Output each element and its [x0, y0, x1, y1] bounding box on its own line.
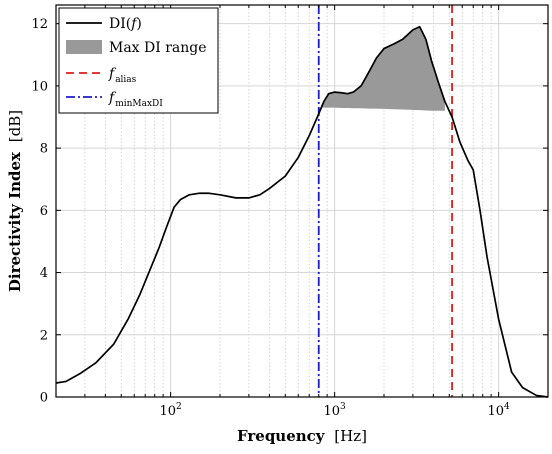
x-tick-label-exponent: 2: [176, 402, 182, 412]
legend-label: DI(f): [109, 16, 142, 32]
x-tick-label: 103: [323, 402, 346, 419]
x-axis-label-main: Frequency: [237, 427, 326, 445]
legend-label: fminMaxDI: [108, 90, 163, 109]
legend-label-main: DI(: [109, 16, 131, 32]
legend-label-symbol: f: [108, 66, 117, 82]
x-axis-label-unit: [Hz]: [334, 427, 367, 445]
x-tick-label: 104: [487, 402, 510, 419]
axis-labels: Frequency [Hz] Directivity Index [dB]: [6, 110, 367, 445]
legend-label-subscript: alias: [115, 75, 136, 85]
x-tick-label-base: 10: [487, 404, 504, 419]
y-tick-label: 12: [31, 17, 48, 32]
grid: [55, 5, 549, 398]
max-di-range-area-group: [318, 26, 445, 114]
x-tick-label-exponent: 4: [504, 402, 510, 412]
legend-label-symbol: f: [108, 90, 117, 106]
x-axis-label: Frequency [Hz]: [237, 427, 367, 445]
frequency-markers: [317, 5, 453, 397]
legend-patch-marker: [66, 40, 102, 54]
legend-label-italic: f: [130, 16, 139, 32]
y-tick-label: 8: [40, 142, 48, 157]
x-tick-label-base: 10: [323, 404, 340, 419]
series-line-di: [55, 25, 549, 398]
y-axis-label: Directivity Index [dB]: [6, 110, 24, 292]
y-tick-label: 10: [31, 79, 48, 94]
y-tick-label: 4: [40, 266, 48, 281]
legend-label-subscript: minMaxDI: [115, 99, 163, 109]
plot-frame: [55, 4, 549, 398]
series-group: [55, 25, 549, 398]
legend-label-end: ): [136, 16, 141, 32]
x-tick-label-base: 10: [159, 404, 176, 419]
max-di-range-area: [318, 26, 445, 114]
legend-label: Max DI range: [109, 40, 207, 56]
legend-label-main: Max DI range: [109, 40, 207, 56]
y-tick-label: 6: [40, 204, 48, 219]
y-axis-label-main: Directivity Index: [6, 151, 24, 292]
x-tick-label-exponent: 3: [340, 402, 346, 412]
x-tick-label: 102: [159, 402, 181, 419]
legend-box: [58, 7, 219, 114]
y-axis-label-unit: [dB]: [6, 110, 24, 142]
y-tick-label: 0: [40, 391, 48, 406]
y-tick-label: 2: [40, 328, 48, 343]
legend-label: falias: [108, 66, 137, 85]
